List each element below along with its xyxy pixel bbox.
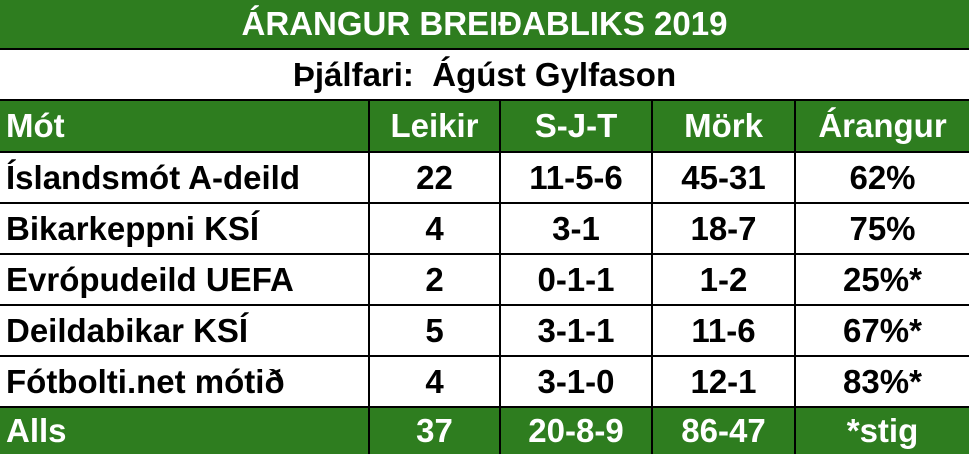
table-cell: 18-7 [653,204,794,253]
column-header: Leikir [370,101,499,151]
table-cell: 0-1-1 [501,255,651,304]
table-cell: Evrópudeild UEFA [0,255,368,304]
column-header: Árangur [796,101,969,151]
table-cell: Deildabikar KSÍ [0,306,368,355]
total-cell: 86-47 [653,408,794,454]
table-cell: 25%* [796,255,969,304]
table-cell: 75% [796,204,969,253]
table-cell: 3-1-1 [501,306,651,355]
table-cell: 83%* [796,357,969,406]
table-cell: 2 [370,255,499,304]
table-cell: 3-1 [501,204,651,253]
table-cell: 11-6 [653,306,794,355]
table-cell: Íslandsmót A-deild [0,153,368,202]
subtitle: Þjálfari: Ágúst Gylfason [0,50,969,99]
table-cell: 11-5-6 [501,153,651,202]
table-cell: 22 [370,153,499,202]
total-cell: 37 [370,408,499,454]
total-cell: Alls [0,408,368,454]
table-cell: 1-2 [653,255,794,304]
table-cell: 3-1-0 [501,357,651,406]
table-cell: 4 [370,357,499,406]
table-cell: 45-31 [653,153,794,202]
table-cell: 4 [370,204,499,253]
column-header: Mörk [653,101,794,151]
total-cell: *stig [796,408,969,454]
total-cell: 20-8-9 [501,408,651,454]
table-cell: Bikarkeppni KSÍ [0,204,368,253]
table-cell: 67%* [796,306,969,355]
column-header: Mót [0,101,368,151]
table-cell: 62% [796,153,969,202]
column-header: S-J-T [501,101,651,151]
table-cell: 12-1 [653,357,794,406]
table-cell: Fótbolti.net mótið [0,357,368,406]
title: ÁRANGUR BREIÐABLIKS 2019 [0,0,969,48]
table-cell: 5 [370,306,499,355]
